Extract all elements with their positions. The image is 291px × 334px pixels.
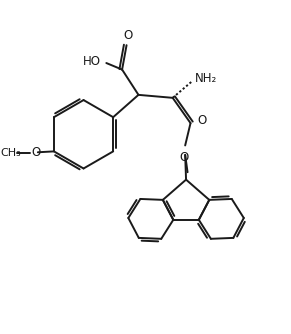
Text: O: O [180, 151, 189, 164]
Text: O: O [31, 146, 41, 159]
Text: HO: HO [83, 55, 101, 68]
Text: CH₃: CH₃ [1, 148, 22, 158]
Text: O: O [123, 29, 132, 42]
Text: O: O [197, 114, 206, 127]
Text: NH₂: NH₂ [195, 72, 218, 85]
